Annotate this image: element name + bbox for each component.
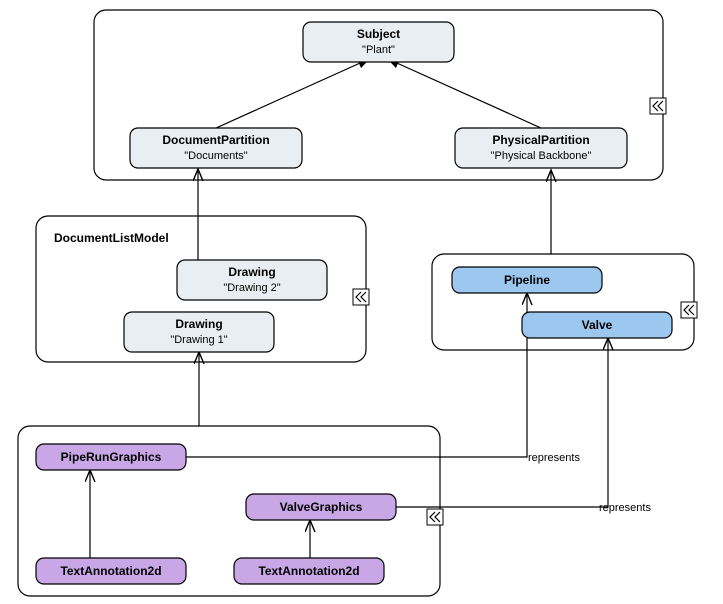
node-subtitle: "Documents" bbox=[184, 150, 248, 162]
node-title: Subject bbox=[357, 27, 400, 41]
node-valvegfx: ValveGraphics bbox=[246, 494, 396, 520]
node-subtitle: "Physical Backbone" bbox=[491, 150, 592, 162]
node-drawing2: Drawing "Drawing 2" bbox=[177, 260, 327, 300]
node-title: Drawing bbox=[228, 265, 275, 279]
node-subtitle: "Drawing 2" bbox=[223, 282, 280, 294]
node-title: PipeRunGraphics bbox=[61, 450, 162, 464]
node-drawing1: Drawing "Drawing 1" bbox=[124, 312, 274, 352]
node-ta2: TextAnnotation2d bbox=[234, 558, 384, 584]
node-subtitle: "Drawing 1" bbox=[170, 334, 227, 346]
node-title: ValveGraphics bbox=[280, 500, 363, 514]
diagram-canvas: DocumentListModel represents represents S… bbox=[0, 0, 723, 604]
node-physpart: PhysicalPartition "Physical Backbone" bbox=[455, 128, 627, 168]
collapse-icon[interactable] bbox=[353, 289, 369, 305]
collapse-icon[interactable] bbox=[681, 302, 697, 318]
collapse-icon[interactable] bbox=[650, 98, 666, 114]
node-title: DocumentPartition bbox=[162, 133, 269, 147]
node-title: PhysicalPartition bbox=[492, 133, 589, 147]
node-ta1: TextAnnotation2d bbox=[36, 558, 186, 584]
node-title: Valve bbox=[582, 318, 613, 332]
node-valve: Valve bbox=[522, 312, 672, 338]
node-docpart: DocumentPartition "Documents" bbox=[130, 128, 302, 168]
container-label: DocumentListModel bbox=[54, 231, 169, 245]
node-pipeline: Pipeline bbox=[452, 267, 602, 293]
node-subject: Subject "Plant" bbox=[303, 22, 454, 62]
node-piperun: PipeRunGraphics bbox=[36, 444, 186, 470]
edge-label: represents bbox=[599, 502, 651, 514]
node-title: Drawing bbox=[175, 317, 222, 331]
edge-label: represents bbox=[528, 452, 580, 464]
collapse-icon[interactable] bbox=[427, 509, 443, 525]
node-title: TextAnnotation2d bbox=[60, 564, 161, 578]
node-title: TextAnnotation2d bbox=[258, 564, 359, 578]
node-title: Pipeline bbox=[504, 273, 550, 287]
node-subtitle: "Plant" bbox=[362, 44, 395, 56]
